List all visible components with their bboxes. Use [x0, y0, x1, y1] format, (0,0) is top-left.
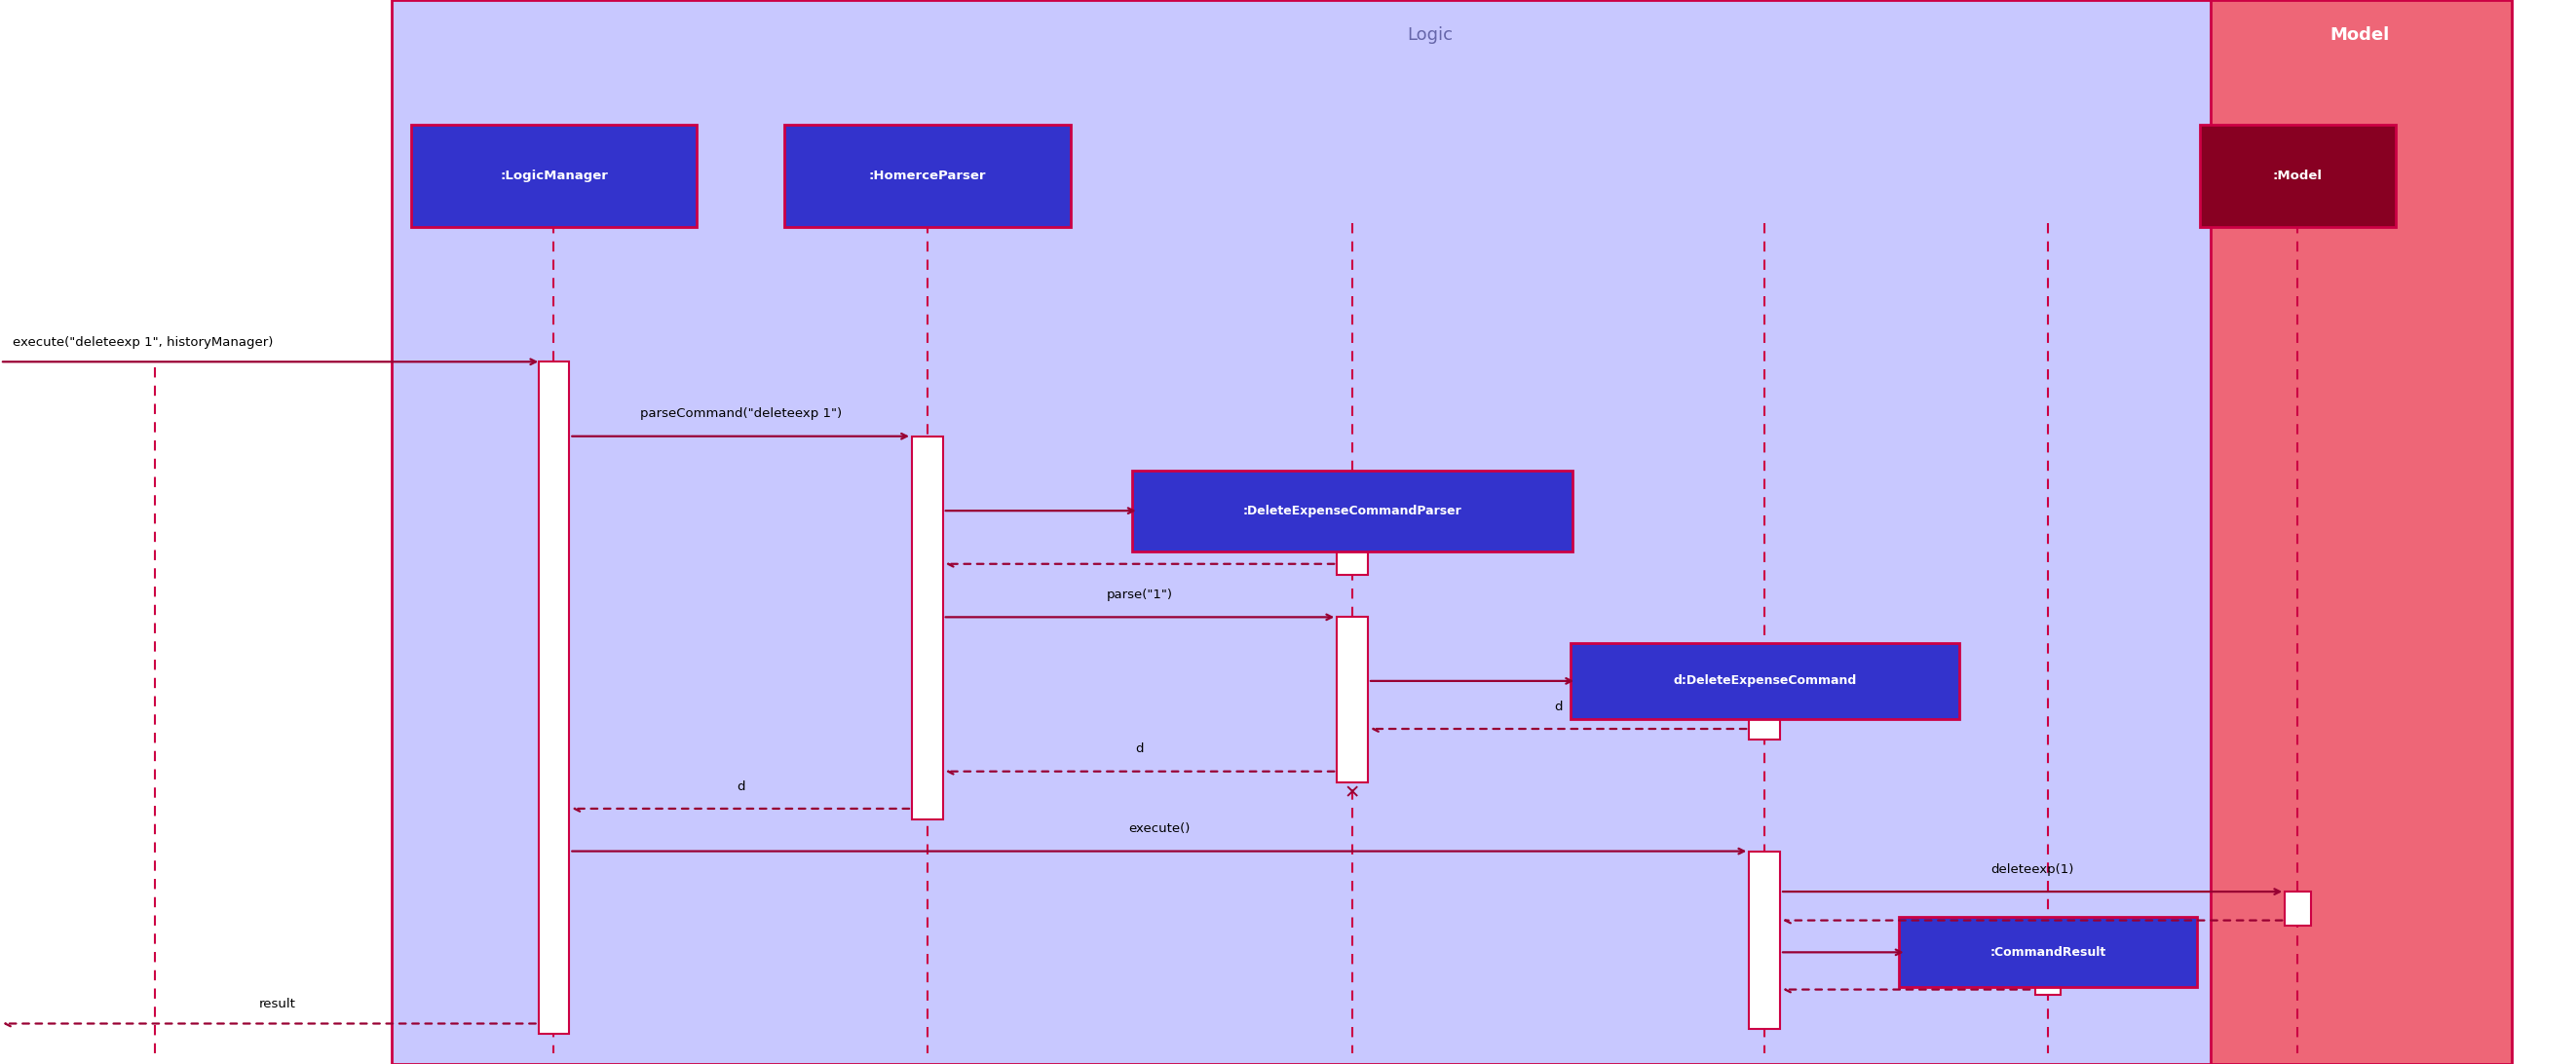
FancyBboxPatch shape — [1899, 917, 2197, 987]
FancyBboxPatch shape — [1133, 470, 1571, 551]
Text: d: d — [737, 780, 744, 793]
Bar — [538, 362, 569, 1034]
Text: execute("deleteexp 1", historyManager): execute("deleteexp 1", historyManager) — [13, 336, 273, 349]
Text: execute(): execute() — [1128, 822, 1190, 835]
Bar — [2035, 952, 2061, 995]
Bar — [1749, 851, 1780, 1029]
Bar — [2285, 892, 2311, 926]
Text: :HomerceParser: :HomerceParser — [868, 169, 987, 182]
FancyBboxPatch shape — [412, 124, 696, 227]
Text: parseCommand("deleteexp 1"): parseCommand("deleteexp 1") — [639, 408, 842, 420]
Text: d: d — [1136, 743, 1144, 755]
Text: ✕: ✕ — [1345, 783, 1360, 802]
FancyBboxPatch shape — [2200, 124, 2396, 227]
Text: parse("1"): parse("1") — [1108, 588, 1172, 601]
Bar — [2210, 0, 2512, 1064]
Bar — [392, 0, 2512, 1064]
Text: :LogicManager: :LogicManager — [500, 169, 608, 182]
Bar — [912, 436, 943, 819]
Text: d: d — [1553, 700, 1564, 713]
Text: deleteexp(1): deleteexp(1) — [1991, 863, 2074, 876]
Bar — [1749, 681, 1780, 739]
Text: Logic: Logic — [1406, 27, 1453, 44]
Text: :CommandResult: :CommandResult — [1989, 946, 2107, 959]
Text: Model: Model — [2329, 27, 2391, 44]
Text: :Model: :Model — [2272, 169, 2324, 182]
Text: result: result — [258, 998, 296, 1011]
Text: d:DeleteExpenseCommand: d:DeleteExpenseCommand — [1672, 675, 1857, 687]
Bar — [1337, 511, 1368, 575]
Bar — [1337, 617, 1368, 782]
FancyBboxPatch shape — [783, 124, 1072, 227]
FancyBboxPatch shape — [1571, 643, 1960, 719]
Text: :DeleteExpenseCommandParser: :DeleteExpenseCommandParser — [1242, 504, 1463, 517]
